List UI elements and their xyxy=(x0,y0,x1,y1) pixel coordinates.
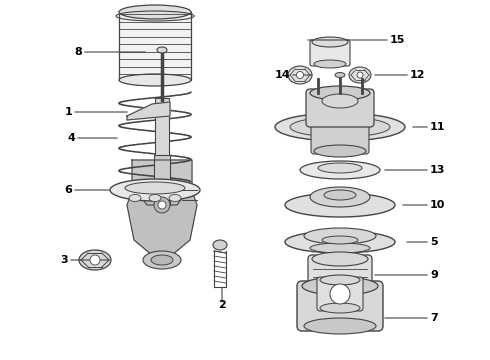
Text: 3: 3 xyxy=(60,255,68,265)
Ellipse shape xyxy=(320,275,360,285)
FancyBboxPatch shape xyxy=(311,122,369,154)
FancyBboxPatch shape xyxy=(310,40,350,66)
Ellipse shape xyxy=(149,194,161,202)
Ellipse shape xyxy=(110,179,200,201)
Ellipse shape xyxy=(318,163,362,173)
Ellipse shape xyxy=(310,243,370,253)
Text: 15: 15 xyxy=(390,35,405,45)
Ellipse shape xyxy=(119,5,191,19)
Ellipse shape xyxy=(314,279,366,291)
Polygon shape xyxy=(127,102,170,120)
FancyBboxPatch shape xyxy=(297,281,383,331)
Ellipse shape xyxy=(324,190,356,200)
Circle shape xyxy=(154,197,170,213)
Ellipse shape xyxy=(290,117,390,137)
Text: 9: 9 xyxy=(430,270,438,280)
Ellipse shape xyxy=(310,86,370,100)
Ellipse shape xyxy=(125,182,185,194)
Bar xyxy=(154,155,170,205)
Text: 2: 2 xyxy=(218,300,226,310)
Text: 11: 11 xyxy=(430,122,445,132)
Circle shape xyxy=(158,201,166,209)
Circle shape xyxy=(357,72,363,78)
Ellipse shape xyxy=(119,74,191,86)
Ellipse shape xyxy=(335,72,345,77)
FancyBboxPatch shape xyxy=(308,255,372,289)
Text: 1: 1 xyxy=(64,107,72,117)
Ellipse shape xyxy=(285,231,395,253)
Circle shape xyxy=(330,284,350,304)
Ellipse shape xyxy=(322,236,358,244)
Ellipse shape xyxy=(320,303,360,313)
Bar xyxy=(119,12,191,80)
Text: 14: 14 xyxy=(274,70,290,80)
Ellipse shape xyxy=(304,318,376,334)
Ellipse shape xyxy=(151,255,173,265)
Ellipse shape xyxy=(310,187,370,207)
Text: 5: 5 xyxy=(430,237,438,247)
Polygon shape xyxy=(127,185,197,255)
Ellipse shape xyxy=(169,194,181,202)
Ellipse shape xyxy=(275,113,405,141)
Ellipse shape xyxy=(79,250,111,270)
Ellipse shape xyxy=(312,37,348,47)
Text: 10: 10 xyxy=(430,200,445,210)
Text: 13: 13 xyxy=(430,165,445,175)
FancyBboxPatch shape xyxy=(306,89,374,127)
Ellipse shape xyxy=(143,251,181,269)
Ellipse shape xyxy=(349,67,371,83)
Circle shape xyxy=(296,72,303,78)
Ellipse shape xyxy=(302,277,378,295)
Ellipse shape xyxy=(304,228,376,244)
Ellipse shape xyxy=(129,194,141,202)
Text: 8: 8 xyxy=(74,47,82,57)
Text: 6: 6 xyxy=(64,185,72,195)
Ellipse shape xyxy=(213,240,227,250)
Ellipse shape xyxy=(288,66,312,84)
Circle shape xyxy=(90,255,100,265)
Polygon shape xyxy=(132,160,192,205)
Bar xyxy=(155,98,169,160)
Ellipse shape xyxy=(312,252,368,266)
Text: 4: 4 xyxy=(67,133,75,143)
Ellipse shape xyxy=(157,47,167,53)
Ellipse shape xyxy=(314,60,346,68)
Text: 12: 12 xyxy=(410,70,425,80)
FancyBboxPatch shape xyxy=(317,277,363,311)
Text: 7: 7 xyxy=(430,313,438,323)
Ellipse shape xyxy=(314,145,366,157)
Ellipse shape xyxy=(300,161,380,179)
Ellipse shape xyxy=(322,94,358,108)
Ellipse shape xyxy=(285,193,395,217)
